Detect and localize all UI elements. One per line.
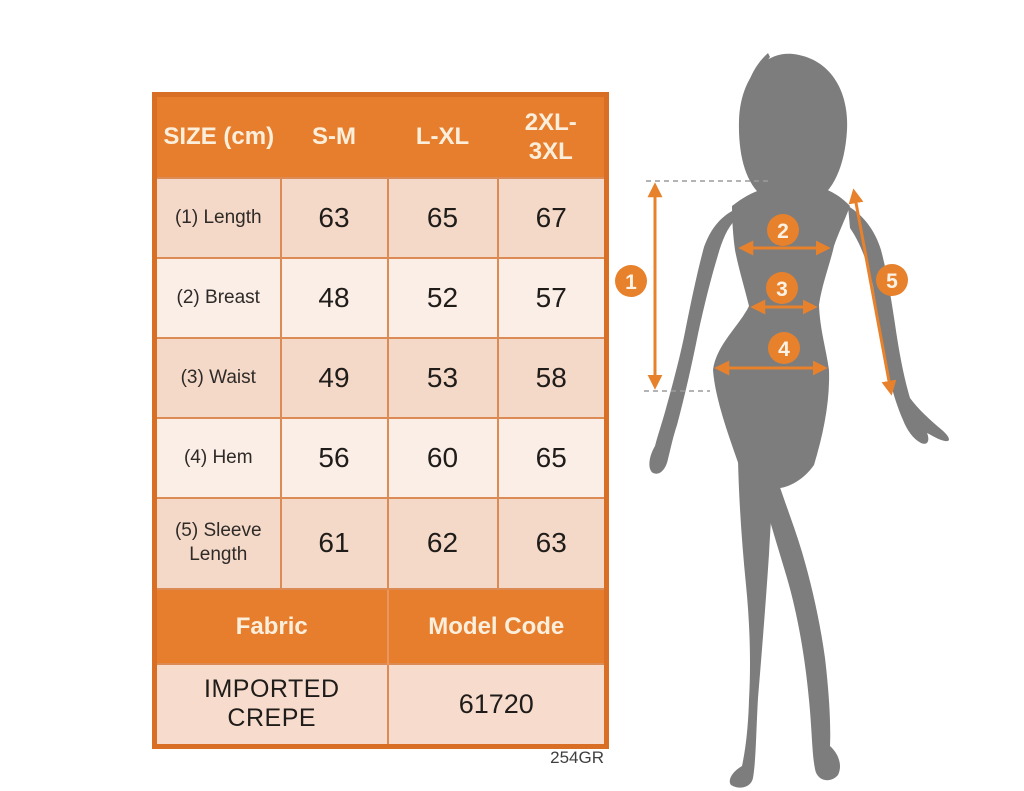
- table-row-length: (1) Length 63 65 67: [153, 176, 608, 259]
- silhouette-head: [738, 53, 848, 207]
- measurement-arrows: [647, 182, 897, 396]
- col-header-2xl-3xl: 2XL-3XL: [497, 94, 607, 178]
- row-label-waist: (3) Waist: [153, 336, 282, 419]
- breast-s-m: 48: [279, 256, 389, 339]
- fabric-value: IMPORTED CREPE: [153, 662, 389, 748]
- sleeve-s-m: 61: [279, 496, 389, 590]
- col-header-s-m: S-M: [280, 94, 388, 178]
- size-chart-table: SIZE (cm) S-M L-XL 2XL-3XL (1) Length 63…: [152, 92, 609, 749]
- hem-l-xl: 60: [386, 416, 499, 499]
- woman-silhouette: [649, 53, 949, 788]
- silhouette-left-arm: [649, 210, 736, 474]
- measurement-marker-2: 2: [767, 214, 799, 246]
- measurement-diagram: 1 2 3 4 5: [615, 53, 949, 788]
- measurement-marker-4: 4: [768, 332, 800, 364]
- measurement-marker-1: 1: [615, 265, 647, 297]
- waist-2xl-3xl: 58: [496, 336, 608, 419]
- table-header-row: SIZE (cm) S-M L-XL 2XL-3XL: [154, 94, 607, 178]
- row-label-length: (1) Length: [153, 176, 282, 259]
- size-unit-header: SIZE (cm): [154, 94, 281, 178]
- row-label-hem: (4) Hem: [153, 416, 282, 499]
- sleeve-arrow: [848, 188, 897, 396]
- dashed-guides: [644, 180, 770, 392]
- info-header-row: Fabric Model Code: [154, 588, 607, 664]
- info-value-row: IMPORTED CREPE 61720: [153, 662, 608, 748]
- sleeve-l-xl: 62: [386, 496, 499, 590]
- svg-text:2: 2: [777, 220, 789, 243]
- sleeve-2xl-3xl: 63: [496, 496, 608, 590]
- row-label-breast: (2) Breast: [153, 256, 282, 339]
- measurement-marker-3: 3: [766, 272, 798, 304]
- length-l-xl: 65: [386, 176, 499, 259]
- model-code-value: 61720: [386, 662, 608, 748]
- breast-2xl-3xl: 57: [496, 256, 608, 339]
- breast-l-xl: 52: [386, 256, 499, 339]
- svg-text:1: 1: [625, 271, 637, 294]
- row-label-sleeve-length: (5) Sleeve Length: [153, 496, 282, 590]
- table-row-breast: (2) Breast 48 52 57: [153, 256, 608, 339]
- waist-s-m: 49: [279, 336, 389, 419]
- col-header-l-xl: L-XL: [387, 94, 498, 178]
- fabric-header: Fabric: [154, 588, 388, 664]
- length-2xl-3xl: 67: [496, 176, 608, 259]
- table-row-hem: (4) Hem 56 60 65: [153, 416, 608, 499]
- silhouette-hair-tuft: [746, 53, 770, 90]
- silhouette-right-leg: [759, 464, 841, 781]
- measurement-marker-5: 5: [876, 264, 908, 296]
- waist-l-xl: 53: [386, 336, 499, 419]
- weight-note: 254GR: [550, 748, 604, 767]
- hem-2xl-3xl: 65: [496, 416, 608, 499]
- measurement-markers: 1 2 3 4 5: [615, 214, 908, 364]
- svg-text:5: 5: [886, 270, 898, 293]
- silhouette-left-leg: [729, 460, 774, 788]
- table-row-sleeve-length: (5) Sleeve Length 61 62 63: [153, 496, 608, 590]
- table-row-waist: (3) Waist 49 53 58: [153, 336, 608, 419]
- svg-text:3: 3: [776, 278, 788, 301]
- length-s-m: 63: [279, 176, 389, 259]
- model-code-header: Model Code: [386, 588, 607, 664]
- hem-s-m: 56: [279, 416, 389, 499]
- svg-text:4: 4: [778, 338, 790, 361]
